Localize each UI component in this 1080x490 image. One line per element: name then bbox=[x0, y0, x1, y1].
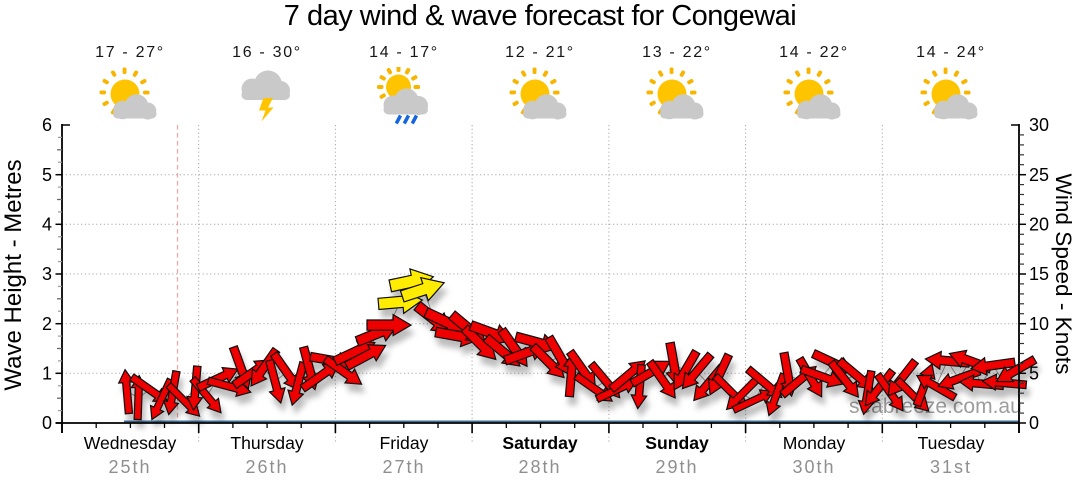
svg-text:Wind Speed - Knots: Wind Speed - Knots bbox=[1051, 174, 1076, 375]
svg-text:2: 2 bbox=[42, 314, 52, 334]
svg-text:0: 0 bbox=[1029, 413, 1039, 433]
svg-text:25: 25 bbox=[1029, 165, 1049, 185]
svg-text:10: 10 bbox=[1029, 314, 1049, 334]
svg-text:5: 5 bbox=[1029, 364, 1039, 384]
svg-text:5: 5 bbox=[42, 165, 52, 185]
svg-text:4: 4 bbox=[42, 215, 52, 235]
svg-text:30: 30 bbox=[1029, 115, 1049, 135]
svg-text:1: 1 bbox=[42, 364, 52, 384]
svg-text:0: 0 bbox=[42, 413, 52, 433]
svg-text:20: 20 bbox=[1029, 215, 1049, 235]
svg-text:3: 3 bbox=[42, 264, 52, 284]
svg-text:15: 15 bbox=[1029, 264, 1049, 284]
svg-text:6: 6 bbox=[42, 115, 52, 135]
svg-text:Wave Height - Metres: Wave Height - Metres bbox=[0, 159, 27, 390]
